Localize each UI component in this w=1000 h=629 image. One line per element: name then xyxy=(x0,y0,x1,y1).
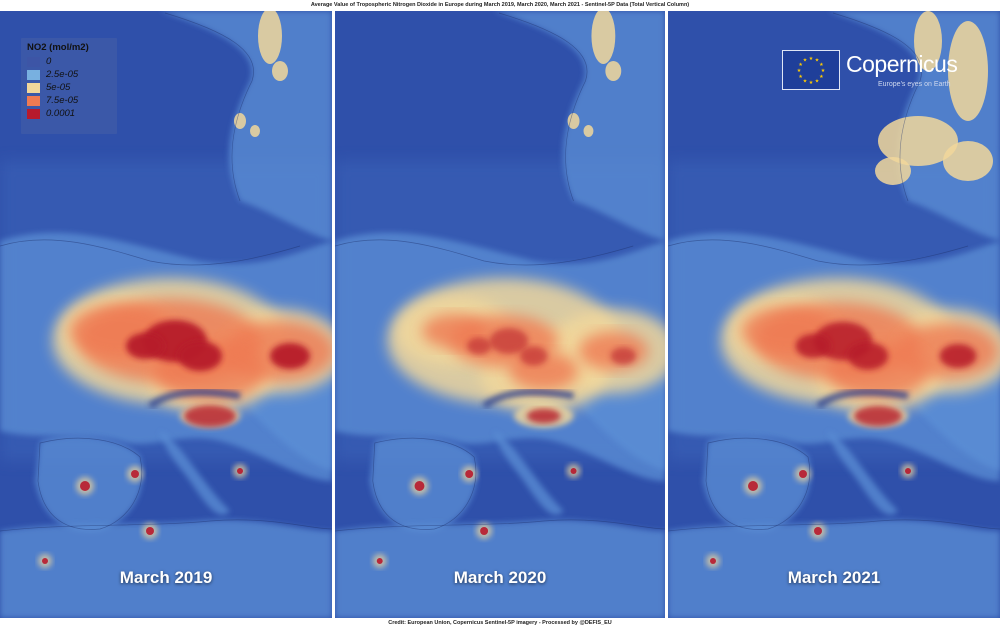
legend-label: 5e-05 xyxy=(46,82,71,93)
svg-text:★: ★ xyxy=(819,62,824,68)
panel-label-2019: March 2019 xyxy=(119,568,213,587)
map-panel-2020: March 2020 xyxy=(335,11,665,618)
svg-text:★: ★ xyxy=(803,58,808,64)
svg-text:★: ★ xyxy=(798,74,803,80)
legend-swatch xyxy=(27,56,40,67)
legend-swatch xyxy=(27,82,40,93)
panel-label-2020: March 2020 xyxy=(453,568,547,587)
map-panel-2019: March 2019 xyxy=(0,11,332,618)
copernicus-wordmark: Copernicus xyxy=(846,51,958,77)
svg-text:★: ★ xyxy=(821,68,826,74)
no2-map-2020 xyxy=(335,11,665,618)
panel-divider xyxy=(332,11,335,618)
svg-text:★: ★ xyxy=(819,74,824,80)
legend-title: NO2 (mol/m2) xyxy=(27,42,89,53)
map-title: Average Value of Tropospheric Nitrogen D… xyxy=(310,2,690,8)
legend-item: 0 xyxy=(27,55,111,68)
copernicus-logo: ★ ★ ★ ★ ★ ★ ★ ★ ★ ★ ★ ★ Copernicus Europe's eyes on… xyxy=(782,45,964,105)
svg-text:★: ★ xyxy=(815,58,820,64)
svg-text:★: ★ xyxy=(797,68,802,74)
legend-swatch xyxy=(27,108,40,119)
no2-map-2019 xyxy=(0,11,332,618)
legend-label: 7.5e-05 xyxy=(46,95,79,106)
image-credit: Credit: European Union, Copernicus Senti… xyxy=(388,620,612,626)
legend-swatch xyxy=(27,95,40,106)
svg-text:★: ★ xyxy=(798,62,803,68)
map-panel-2021: March 2021 xyxy=(668,11,1000,618)
no2-legend: NO2 (mol/m2) 0 2.5e-05 5e-05 7.5e-05 0.0… xyxy=(21,38,117,134)
svg-text:★: ★ xyxy=(815,78,820,84)
no2-map-2021 xyxy=(668,11,1000,618)
legend-item: 0.0001 xyxy=(27,107,111,120)
svg-text:★: ★ xyxy=(809,80,814,86)
svg-text:★: ★ xyxy=(803,78,808,84)
legend-label: 0.0001 xyxy=(46,108,76,119)
legend-label: 2.5e-05 xyxy=(46,69,79,80)
legend-label: 0 xyxy=(46,56,52,67)
svg-text:★: ★ xyxy=(809,56,814,62)
legend-item: 2.5e-05 xyxy=(27,68,111,81)
legend-item: 7.5e-05 xyxy=(27,94,111,107)
copernicus-tagline: Europe's eyes on Earth xyxy=(878,81,951,88)
eu-flag-icon: ★ ★ ★ ★ ★ ★ ★ ★ ★ ★ ★ ★ xyxy=(782,50,840,90)
panel-label-2021: March 2021 xyxy=(787,568,881,587)
legend-swatch xyxy=(27,69,40,80)
legend-item: 5e-05 xyxy=(27,81,111,94)
map-panels: March 2019 March 2020 March 2021 NO2 (mo… xyxy=(0,11,1000,618)
panel-divider xyxy=(665,11,668,618)
